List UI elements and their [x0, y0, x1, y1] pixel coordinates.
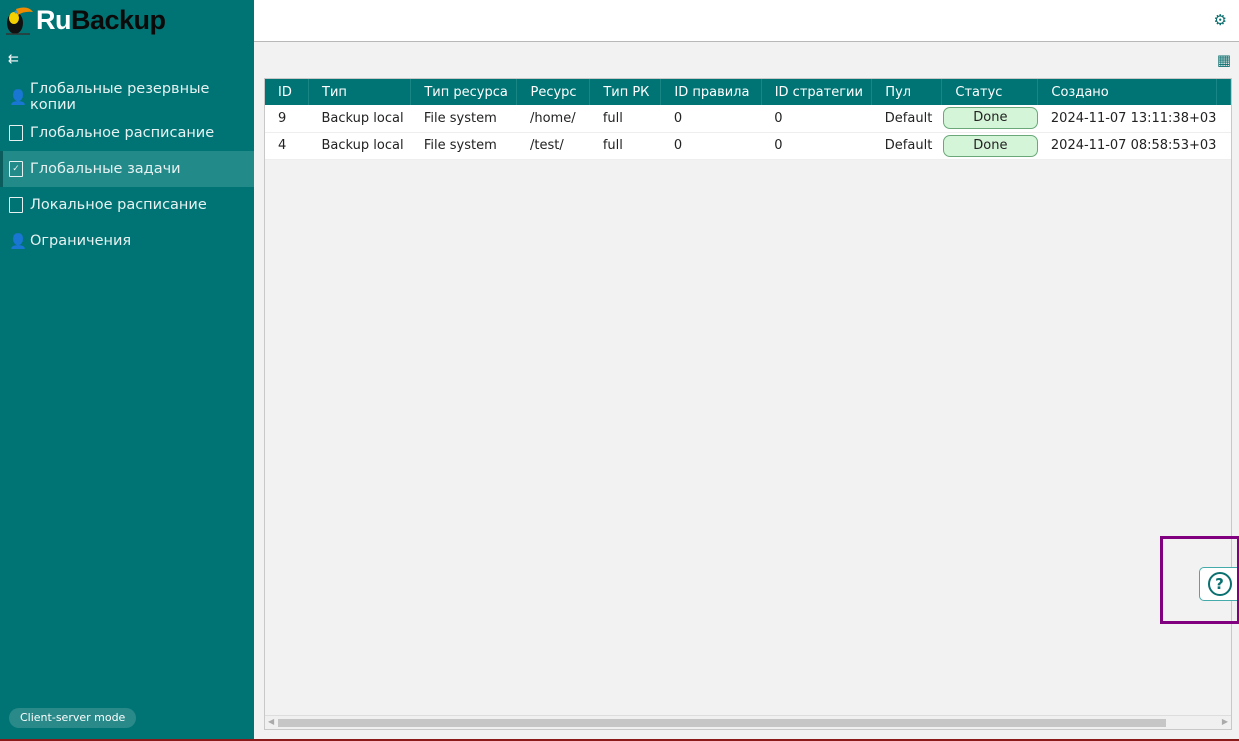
- logo: RuBackup: [4, 2, 166, 38]
- table-cell: 4: [265, 132, 309, 160]
- table-cell: /test/: [516, 132, 590, 160]
- table-cell: full: [589, 105, 661, 133]
- column-header-id[interactable]: ID: [265, 79, 310, 105]
- table-cell: Default: [871, 132, 942, 160]
- table-cell: 0: [761, 132, 872, 160]
- scrollbar-thumb[interactable]: [278, 719, 1166, 727]
- column-header-filler: [1216, 79, 1232, 105]
- sidebar-item-label: Ограничения: [30, 233, 132, 249]
- table-cell: /home/: [516, 105, 590, 133]
- document-icon: [9, 125, 23, 141]
- column-header-pool[interactable]: Пул: [871, 79, 943, 105]
- bottom-border: [0, 739, 1239, 741]
- table-header-row: ID Тип Тип ресурса Ресурс Тип РК ID прав…: [265, 79, 1232, 105]
- sidebar-item-label: Глобальные резервные копии: [30, 81, 210, 113]
- table-cell: Done: [941, 105, 1038, 133]
- table-row[interactable]: 4 Backup local File system/test/full 0 0 Defa…: [265, 132, 1231, 160]
- sidebar: RuBackup ⇇ 👤 Глобальные резервные копии Г…: [0, 0, 254, 741]
- table-cell: 0: [660, 132, 762, 160]
- gear-icon[interactable]: ⚙: [1213, 11, 1227, 29]
- column-header-status[interactable]: Статус: [941, 79, 1039, 105]
- sidebar-item-restrictions[interactable]: 👤 Ограничения: [0, 223, 254, 259]
- table-cell: File system: [410, 105, 517, 133]
- table-cell: 2024-11-07 08:58:53+03: [1037, 132, 1217, 160]
- table-cell-filler: [1216, 105, 1231, 133]
- highlight-box: [1160, 536, 1239, 624]
- table-settings-icon[interactable]: ▦: [1216, 51, 1231, 69]
- collapse-sidebar-icon[interactable]: ⇇: [8, 52, 19, 67]
- scroll-right-icon[interactable]: ▶: [1221, 717, 1228, 726]
- sidebar-item-local-schedule[interactable]: Локальное расписание: [0, 187, 254, 223]
- column-header-rule-id[interactable]: ID правила: [660, 79, 762, 105]
- tasks-table: ID Тип Тип ресурса Ресурс Тип РК ID прав…: [264, 78, 1232, 730]
- person-gear-icon: 👤: [9, 234, 28, 250]
- table-cell: Default: [871, 105, 942, 133]
- table-cell: 9: [265, 105, 309, 133]
- column-header-type[interactable]: Тип: [308, 79, 412, 105]
- column-header-strategy-id[interactable]: ID стратегии: [761, 79, 873, 105]
- toucan-logo-icon: [6, 7, 33, 35]
- table-cell: 0: [660, 105, 762, 133]
- column-header-created[interactable]: Создано: [1037, 79, 1217, 105]
- scroll-left-icon[interactable]: ◀: [268, 717, 275, 726]
- status-badge: Done: [942, 107, 1038, 130]
- table-cell: full: [589, 132, 661, 160]
- table-row[interactable]: 9 Backup local File system/home/full 0 0 Defa…: [265, 105, 1231, 133]
- sidebar-item-label: Локальное расписание: [30, 197, 207, 213]
- sidebar-item-label: Глобальные задачи: [30, 161, 181, 177]
- top-bar: ⚙: [254, 0, 1239, 42]
- table-cell: Done: [941, 132, 1038, 160]
- help-button[interactable]: ?: [1199, 567, 1239, 601]
- table-cell-filler: [1216, 132, 1231, 160]
- column-header-resource[interactable]: Ресурс: [516, 79, 591, 105]
- question-icon: ?: [1207, 572, 1232, 596]
- sidebar-nav: 👤 Глобальные резервные копии Глобальное р…: [0, 79, 254, 259]
- person-gear-icon: 👤: [9, 90, 28, 106]
- table-cell: 0: [761, 105, 872, 133]
- logo-text-ru: Ru: [36, 4, 72, 35]
- checklist-icon: ✓: [9, 161, 23, 177]
- table-cell: File system: [410, 132, 517, 160]
- logo-text-backup: Backup: [71, 4, 166, 35]
- column-header-resource-type[interactable]: Тип ресурса: [410, 79, 518, 105]
- sidebar-item-label: Глобальное расписание: [30, 125, 215, 141]
- sidebar-item-global-backups[interactable]: 👤 Глобальные резервные копии: [0, 79, 254, 115]
- horizontal-scrollbar[interactable]: ◀ ▶: [265, 715, 1231, 729]
- column-header-backup-type[interactable]: Тип РК: [589, 79, 662, 105]
- client-server-mode-button[interactable]: Client-server mode: [9, 708, 137, 728]
- table-cell: Backup local: [308, 105, 411, 133]
- table-cell: 2024-11-07 13:11:38+03: [1037, 105, 1217, 133]
- document-icon: [9, 197, 23, 213]
- table-cell: Backup local: [308, 132, 411, 160]
- sidebar-item-global-schedule[interactable]: Глобальное расписание: [0, 115, 254, 151]
- sidebar-item-global-tasks[interactable]: ✓ Глобальные задачи: [0, 151, 254, 187]
- status-badge: Done: [942, 134, 1038, 157]
